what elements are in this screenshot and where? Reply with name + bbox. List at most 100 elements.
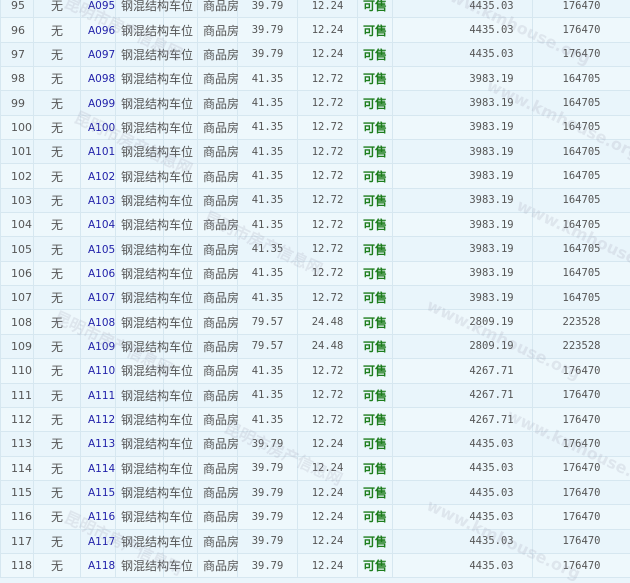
inner-area-cell: 12.24 — [298, 0, 358, 18]
unit-code-link[interactable]: A097 — [81, 49, 115, 61]
floor-cell: 无 — [34, 0, 81, 18]
structure-cell: 钢混结构 — [116, 188, 164, 212]
unit-code-link[interactable]: A100 — [81, 122, 115, 134]
floor-cell: 无 — [34, 164, 81, 188]
sale-status-cell: 可售 — [358, 432, 393, 456]
unit-code-link[interactable]: A118 — [81, 560, 115, 572]
unit-code-link[interactable]: A114 — [81, 463, 115, 475]
structure-cell: 钢混结构 — [116, 480, 164, 504]
total-price-cell: 164705 — [533, 91, 630, 115]
inner-area-cell: 12.24 — [298, 505, 358, 529]
building-area-cell: 41.35 — [238, 407, 298, 431]
unit-price-cell: 4435.03 — [451, 42, 533, 66]
property-type-cell: 商品房 — [198, 164, 238, 188]
structure-cell: 钢混结构 — [116, 432, 164, 456]
usage-cell: 车位 — [164, 286, 198, 310]
floor-cell: 无 — [34, 432, 81, 456]
unit-code-link-cell: A112 — [81, 407, 116, 431]
unit-code-link[interactable]: A106 — [81, 268, 115, 280]
property-type-cell: 商品房 — [198, 383, 238, 407]
total-price-cell: 176470 — [533, 383, 630, 407]
blank-cell-cell — [393, 261, 451, 285]
building-area-cell: 41.35 — [238, 115, 298, 139]
usage-cell: 车位 — [164, 456, 198, 480]
unit-code-link[interactable]: A105 — [81, 244, 115, 256]
property-type-cell: 商品房 — [198, 359, 238, 383]
building-area-cell: 41.35 — [238, 286, 298, 310]
unit-code-link-cell: A098 — [81, 67, 116, 91]
unit-code-link[interactable]: A115 — [81, 487, 115, 499]
unit-code-link[interactable]: A104 — [81, 219, 115, 231]
total-price-cell: 164705 — [533, 237, 630, 261]
unit-code-link-cell: A106 — [81, 261, 116, 285]
unit-code-link[interactable]: A112 — [81, 414, 115, 426]
unit-code-link[interactable]: A098 — [81, 73, 115, 85]
blank-cell-cell — [393, 310, 451, 334]
building-area-cell: 41.35 — [238, 67, 298, 91]
floor-cell: 无 — [34, 286, 81, 310]
unit-code-link[interactable]: A102 — [81, 171, 115, 183]
total-price-cell: 176470 — [533, 18, 630, 42]
blank-cell-cell — [393, 213, 451, 237]
sale-status-cell: 可售 — [358, 0, 393, 18]
usage-cell: 车位 — [164, 505, 198, 529]
blank-cell-cell — [393, 67, 451, 91]
structure-cell: 钢混结构 — [116, 359, 164, 383]
unit-code-link-cell: A110 — [81, 359, 116, 383]
property-type-cell: 商品房 — [198, 140, 238, 164]
floor-cell: 无 — [34, 115, 81, 139]
structure-cell: 钢混结构 — [116, 140, 164, 164]
inner-area-cell: 24.48 — [298, 334, 358, 358]
structure-cell: 钢混结构 — [116, 310, 164, 334]
blank-cell-cell — [393, 91, 451, 115]
property-type-cell: 商品房 — [198, 310, 238, 334]
unit-code-link-cell: A105 — [81, 237, 116, 261]
unit-code-link-cell: A108 — [81, 310, 116, 334]
unit-price-cell: 3983.19 — [451, 261, 533, 285]
unit-code-link[interactable]: A107 — [81, 292, 115, 304]
unit-code-link[interactable]: A111 — [81, 390, 115, 402]
unit-code-link[interactable]: A108 — [81, 317, 115, 329]
unit-code-link[interactable]: A110 — [81, 365, 115, 377]
unit-code-link-cell: A101 — [81, 140, 116, 164]
unit-code-link[interactable]: A116 — [81, 511, 115, 523]
unit-code-link-cell: A103 — [81, 188, 116, 212]
unit-number-cell: 114 — [1, 456, 34, 480]
total-price-cell: 176470 — [533, 480, 630, 504]
usage-cell: 车位 — [164, 18, 198, 42]
unit-code-link[interactable]: A109 — [81, 341, 115, 353]
unit-code-link[interactable]: A103 — [81, 195, 115, 207]
structure-cell: 钢混结构 — [116, 237, 164, 261]
property-type-cell: 商品房 — [198, 407, 238, 431]
unit-code-link[interactable]: A113 — [81, 438, 115, 450]
usage-cell: 车位 — [164, 140, 198, 164]
inner-area-cell: 12.72 — [298, 213, 358, 237]
unit-code-link[interactable]: A096 — [81, 25, 115, 37]
blank-cell-cell — [393, 505, 451, 529]
floor-cell: 无 — [34, 213, 81, 237]
floor-cell: 无 — [34, 67, 81, 91]
structure-cell: 钢混结构 — [116, 286, 164, 310]
unit-code-link[interactable]: A117 — [81, 536, 115, 548]
blank-cell-cell — [393, 480, 451, 504]
structure-cell: 钢混结构 — [116, 505, 164, 529]
total-price-cell: 164705 — [533, 67, 630, 91]
property-type-cell: 商品房 — [198, 432, 238, 456]
unit-price-cell: 2809.19 — [451, 310, 533, 334]
sale-status-cell: 可售 — [358, 529, 393, 553]
unit-code-link[interactable]: A101 — [81, 146, 115, 158]
unit-code-link-cell: A095 — [81, 0, 116, 18]
usage-cell: 车位 — [164, 553, 198, 577]
unit-code-link[interactable]: A099 — [81, 98, 115, 110]
unit-code-link[interactable]: A095 — [81, 0, 115, 12]
total-price-cell: 164705 — [533, 213, 630, 237]
sale-status-cell: 可售 — [358, 18, 393, 42]
